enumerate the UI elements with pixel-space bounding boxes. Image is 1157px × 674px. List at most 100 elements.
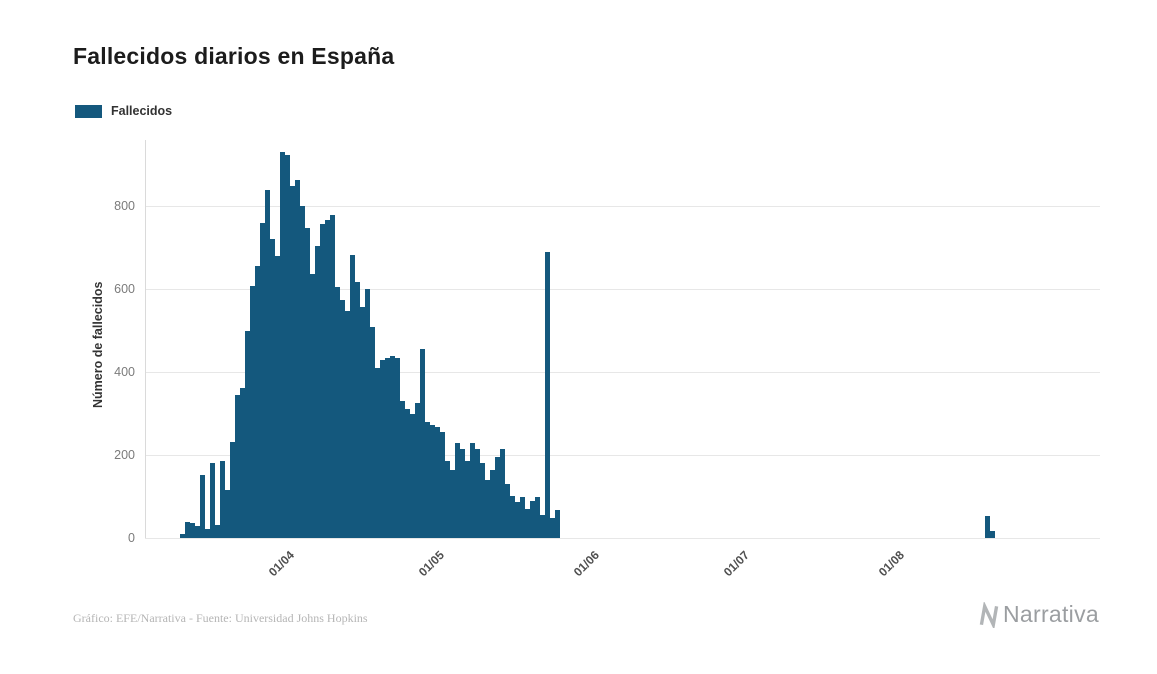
bar (990, 531, 995, 538)
bar (440, 432, 445, 538)
bar (255, 266, 260, 538)
bar (345, 311, 350, 538)
bar (300, 206, 305, 538)
bar (210, 462, 215, 538)
legend-item-fallecidos[interactable]: Fallecidos (75, 104, 172, 118)
bar (550, 518, 555, 538)
bar (325, 220, 330, 538)
x-tick-label: 01/08 (876, 548, 908, 580)
brand-name: Narrativa (1002, 601, 1099, 627)
bar (180, 533, 185, 538)
bar (230, 441, 235, 538)
bar (385, 357, 390, 538)
bar (555, 509, 560, 538)
bar (465, 461, 470, 538)
bar (245, 330, 250, 538)
y-tick-label: 0 (128, 531, 135, 545)
gridline (145, 372, 1100, 374)
bar (280, 152, 285, 538)
bar (235, 394, 240, 538)
gridline (145, 289, 1100, 291)
bar (410, 413, 415, 538)
bar (495, 457, 500, 538)
bar (270, 238, 275, 538)
bar (405, 409, 410, 538)
y-tick-label: 400 (114, 365, 135, 380)
bar (215, 524, 220, 538)
bar (530, 500, 535, 538)
bar (390, 355, 395, 538)
bar (415, 403, 420, 538)
source-credit: Gráfico: EFE/Narrativa - Fuente: Univers… (73, 611, 368, 625)
x-tick-label: 01/06 (571, 548, 603, 580)
bar (195, 526, 200, 538)
bar (240, 387, 245, 538)
brand-logo: Narrativa (976, 601, 1099, 628)
bar (540, 514, 545, 538)
bar (525, 508, 530, 538)
bar (350, 254, 355, 538)
bar (430, 425, 435, 538)
x-tick-label: 01/05 (416, 548, 448, 580)
bar (445, 461, 450, 538)
bar (205, 529, 210, 538)
bar (395, 357, 400, 538)
bar (250, 285, 255, 538)
y-axis-line (145, 140, 146, 538)
gridline (145, 538, 1100, 539)
bar (455, 442, 460, 538)
bar (450, 470, 455, 538)
bar (365, 289, 370, 538)
legend-label: Fallecidos (111, 104, 173, 118)
y-tick-label: 800 (114, 199, 135, 214)
bar (480, 463, 485, 538)
bar (275, 256, 280, 538)
bar (545, 251, 550, 538)
bar (380, 359, 385, 538)
bar (285, 155, 290, 538)
bar (985, 516, 990, 538)
bar (460, 449, 465, 538)
y-axis-title: Número de fallecidos (91, 281, 105, 408)
x-tick-label: 01/07 (721, 548, 753, 580)
y-tick-label: 600 (114, 282, 135, 297)
gridline (145, 206, 1100, 208)
bar (375, 368, 380, 538)
bar (330, 214, 335, 538)
bar (370, 326, 375, 538)
bar (260, 222, 265, 538)
chart-title: Fallecidos diarios en España (73, 43, 395, 69)
y-tick-label: 200 (114, 448, 135, 463)
bar (320, 224, 325, 538)
bar (225, 489, 230, 538)
bar (190, 523, 195, 538)
gridline (145, 455, 1100, 457)
x-tick-label: 01/04 (266, 548, 298, 580)
bar (420, 349, 425, 538)
bar (475, 449, 480, 538)
bar (295, 179, 300, 538)
bar (310, 273, 315, 538)
bar (490, 469, 495, 538)
bar (505, 484, 510, 538)
bar (355, 281, 360, 538)
bar (425, 421, 430, 538)
legend-swatch (75, 104, 102, 118)
bar (470, 442, 475, 538)
narrativa-logo-icon (976, 601, 1002, 628)
bar (510, 495, 515, 538)
bar (315, 246, 320, 538)
bar (185, 522, 190, 538)
bar (290, 185, 295, 538)
bar (340, 300, 345, 538)
bar (305, 227, 310, 538)
bar (535, 496, 540, 538)
bar (400, 401, 405, 538)
bar (520, 496, 525, 538)
bar (485, 479, 490, 538)
bar (335, 287, 340, 538)
bar (220, 460, 225, 538)
bar (265, 189, 270, 538)
